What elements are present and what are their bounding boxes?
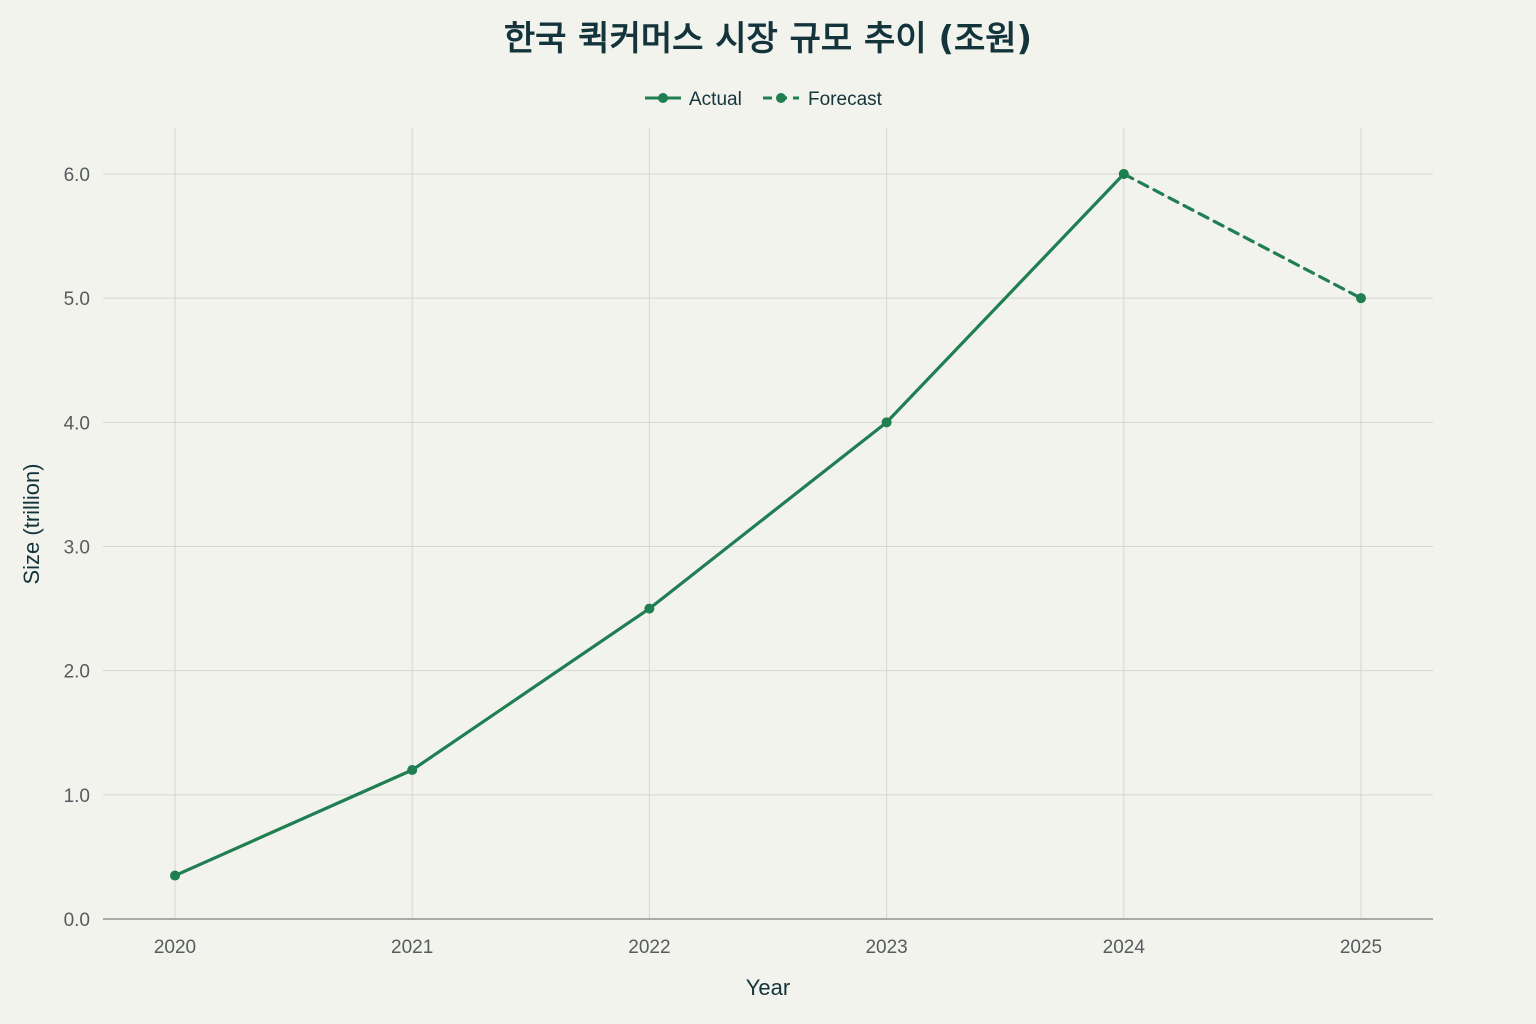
legend-marker-actual xyxy=(658,93,668,103)
legend-item-forecast[interactable]: Forecast xyxy=(763,89,883,110)
y-axis-title: Size (trillion) xyxy=(19,463,44,584)
series-lines xyxy=(173,172,1363,878)
legend-marker-forecast xyxy=(776,93,786,103)
y-tick-label: 2.0 xyxy=(64,662,90,683)
y-tick-label: 1.0 xyxy=(64,786,90,807)
x-tick-label: 2021 xyxy=(391,937,433,958)
x-tick-label: 2020 xyxy=(154,937,196,958)
chart-title: 한국 퀵커머스 시장 규모 추이 (조원) xyxy=(504,19,1032,59)
data-point-actual[interactable] xyxy=(644,603,655,614)
x-tick-label: 2022 xyxy=(628,937,670,958)
x-tick-label: 2024 xyxy=(1103,937,1146,958)
grid-lines xyxy=(103,128,1433,920)
series-points xyxy=(170,169,1366,881)
legend: Actual Forecast xyxy=(645,89,883,110)
data-point-actual[interactable] xyxy=(170,870,180,881)
y-tick-label: 4.0 xyxy=(64,413,90,434)
y-tick-label: 6.0 xyxy=(64,165,90,186)
series-line-forecast xyxy=(1122,172,1363,300)
y-tick-label: 5.0 xyxy=(64,289,90,310)
y-axis-ticks: 0.0 1.0 2.0 3.0 4.0 5.0 6.0 xyxy=(64,165,90,931)
x-axis-ticks: 2020 2021 2022 2023 2024 2025 xyxy=(154,937,1382,958)
data-point-actual[interactable] xyxy=(881,417,892,428)
y-tick-label: 3.0 xyxy=(64,538,90,559)
data-point-forecast[interactable] xyxy=(1356,293,1366,304)
data-point-actual[interactable] xyxy=(407,765,418,775)
x-axis-title: Year xyxy=(746,975,790,1000)
data-point-forecast[interactable] xyxy=(1118,169,1129,179)
x-tick-label: 2023 xyxy=(865,937,907,958)
y-tick-label: 0.0 xyxy=(64,910,90,931)
x-tick-label: 2025 xyxy=(1340,937,1382,958)
legend-label-actual: Actual xyxy=(689,89,742,110)
legend-label-forecast: Forecast xyxy=(808,89,883,110)
legend-item-actual[interactable]: Actual xyxy=(645,89,742,110)
